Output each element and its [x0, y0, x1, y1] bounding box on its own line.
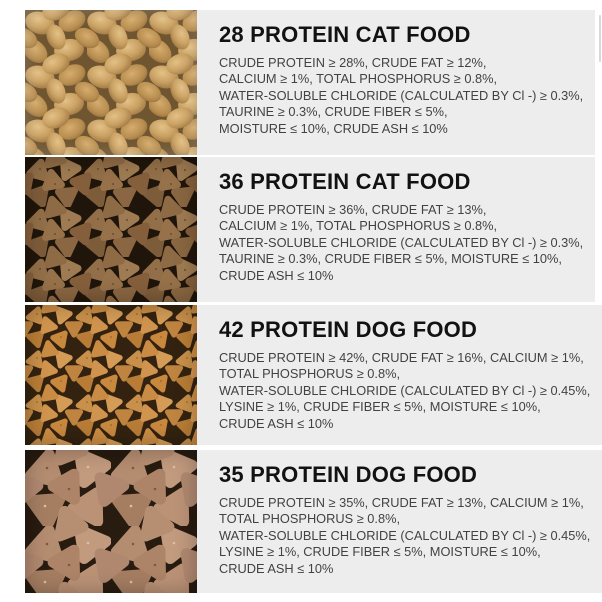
scrollbar-fragment [599, 15, 601, 62]
product-title: 35 PROTEIN DOG FOOD [219, 462, 478, 487]
product-title: 28 PROTEIN CAT FOOD [219, 22, 471, 47]
spec-line: WATER-SOLUBLE CHLORIDE (CALCULATED BY Cl… [219, 87, 584, 103]
spec-panel: 42 PROTEIN DOG FOOD CRUDE PROTEIN ≥ 42%,… [197, 305, 602, 445]
spec-panel: 35 PROTEIN DOG FOOD CRUDE PROTEIN ≥ 35%,… [197, 450, 602, 593]
small-triangle-orange-kibble-photo [25, 305, 197, 445]
spec-line: TOTAL PHOSPHORUS ≥ 0.8%, [219, 366, 401, 382]
spec-line: WATER-SOLUBLE CHLORIDE (CALCULATED BY Cl… [219, 527, 591, 543]
large-chunk-pink-brown-kibble-photo [25, 450, 197, 593]
product-row-cat-36: 36 PROTEIN CAT FOOD CRUDE PROTEIN ≥ 36%,… [25, 157, 596, 302]
spec-panel: 36 PROTEIN CAT FOOD CRUDE PROTEIN ≥ 36%,… [197, 157, 596, 302]
spec-line: LYSINE ≥ 1%, CRUDE FIBER ≤ 5%, MOISTURE … [219, 399, 541, 415]
spec-line: CRUDE ASH ≤ 10% [219, 267, 334, 283]
spec-line: TAURINE ≥ 0.3%, CRUDE FIBER ≤ 5%, MOISTU… [219, 251, 562, 267]
spec-line: CRUDE ASH ≤ 10% [219, 415, 334, 431]
spec-line: CRUDE PROTEIN ≥ 36%, CRUDE FAT ≥ 13%, [219, 202, 487, 217]
spec-line: TAURINE ≥ 0.3%, CRUDE FIBER ≤ 5%, [219, 104, 448, 120]
product-row-dog-42: 42 PROTEIN DOG FOOD CRUDE PROTEIN ≥ 42%,… [25, 305, 602, 445]
spec-line: WATER-SOLUBLE CHLORIDE (CALCULATED BY Cl… [219, 382, 591, 398]
spec-line: CRUDE PROTEIN ≥ 35%, CRUDE FAT ≥ 13%, CA… [219, 495, 584, 510]
kibble-photo-graphic [25, 157, 197, 302]
kibble-photo-graphic [25, 10, 197, 155]
spec-panel: 28 PROTEIN CAT FOOD CRUDE PROTEIN ≥ 28%,… [197, 10, 596, 155]
spec-line: CRUDE PROTEIN ≥ 28%, CRUDE FAT ≥ 12%, [219, 55, 487, 70]
spec-line: WATER-SOLUBLE CHLORIDE (CALCULATED BY Cl… [219, 234, 584, 250]
kibble-photo-graphic [25, 305, 197, 445]
kibble-photo-graphic [25, 450, 197, 593]
product-row-cat-28: 28 PROTEIN CAT FOOD CRUDE PROTEIN ≥ 28%,… [25, 10, 596, 155]
spec-line: MOISTURE ≤ 10%, CRUDE ASH ≤ 10% [219, 120, 448, 136]
product-title: 42 PROTEIN DOG FOOD [219, 317, 478, 342]
oval-tan-kibble-photo [25, 10, 197, 155]
spec-line: CALCIUM ≥ 1%, TOTAL PHOSPHORUS ≥ 0.8%, [219, 218, 498, 234]
product-title: 36 PROTEIN CAT FOOD [219, 169, 471, 194]
spec-line: LYSINE ≥ 1%, CRUDE FIBER ≤ 5%, MOISTURE … [219, 544, 541, 560]
spec-line: TOTAL PHOSPHORUS ≥ 0.8%, [219, 511, 401, 527]
product-row-dog-35: 35 PROTEIN DOG FOOD CRUDE PROTEIN ≥ 35%,… [25, 450, 602, 593]
spec-line: CRUDE PROTEIN ≥ 42%, CRUDE FAT ≥ 16%, CA… [219, 350, 584, 365]
spec-line: CALCIUM ≥ 1%, TOTAL PHOSPHORUS ≥ 0.8%, [219, 71, 498, 87]
spec-line: CRUDE ASH ≤ 10% [219, 560, 334, 576]
rounded-triangle-brown-kibble-photo [25, 157, 197, 302]
